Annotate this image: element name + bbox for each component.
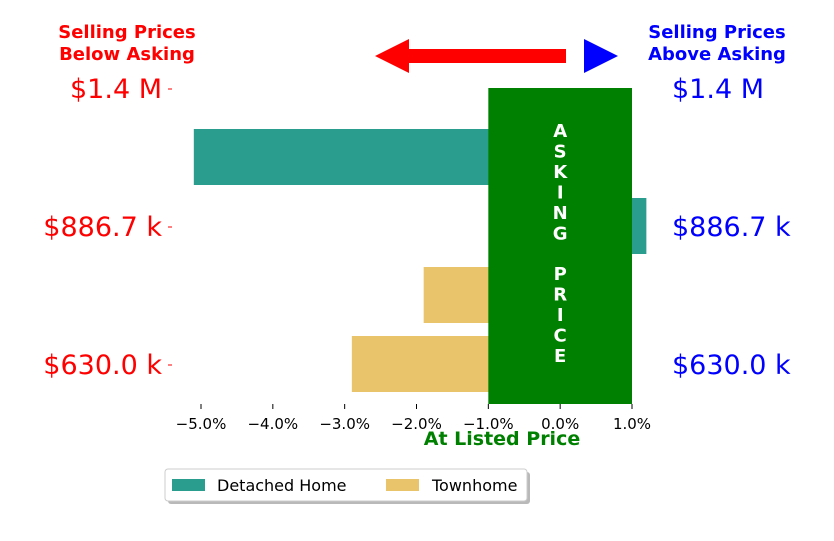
y-tick-label-left: $1.4 M xyxy=(70,74,162,105)
above-asking-title-line2: Above Asking xyxy=(648,44,786,65)
legend-box xyxy=(164,468,528,502)
below-asking-title-line2: Below Asking xyxy=(59,44,195,65)
legend: Detached Home Townhome xyxy=(164,468,530,504)
y-tick-label-right: $886.7 k xyxy=(672,212,791,243)
y-tick-label-left: $630.0 k xyxy=(43,350,162,381)
band-letter: P xyxy=(554,264,567,285)
legend-label-townhome: Townhome xyxy=(431,476,517,495)
y-tick-label-right: $630.0 k xyxy=(672,350,791,381)
below-asking-title-line1: Selling Prices xyxy=(58,22,195,43)
band-letter: C xyxy=(554,326,567,347)
y-tick-label-left: $886.7 k xyxy=(43,212,162,243)
band-letter: E xyxy=(554,346,566,367)
above-asking-title-line1: Selling Prices xyxy=(648,22,785,43)
x-tick-label: −5.0% xyxy=(176,415,227,433)
band-letter: R xyxy=(553,285,567,306)
y-tick-label-right: $1.4 M xyxy=(672,74,764,105)
left-arrow-icon xyxy=(375,39,566,73)
legend-label-detached: Detached Home xyxy=(217,476,347,495)
x-tick-label: −1.0% xyxy=(463,415,514,433)
x-axis-label: At Listed Price xyxy=(424,428,580,450)
legend-swatch-detached xyxy=(172,479,205,491)
band-letter: S xyxy=(554,142,567,163)
right-arrow-icon xyxy=(584,39,618,73)
x-tick-label: −3.0% xyxy=(319,415,370,433)
legend-swatch-townhome xyxy=(386,479,419,491)
band-letter: K xyxy=(553,162,568,183)
band-letter: A xyxy=(553,121,567,142)
x-tick-label: 1.0% xyxy=(613,415,651,433)
band-letter: G xyxy=(553,224,568,245)
band-letter: I xyxy=(557,183,564,204)
x-tick-label: 0.0% xyxy=(541,415,579,433)
x-tick-label: −4.0% xyxy=(247,415,298,433)
band-letter: I xyxy=(557,305,564,326)
band-letter: N xyxy=(553,203,568,224)
asking-price-band xyxy=(488,88,632,404)
x-tick-label: −2.0% xyxy=(391,415,442,433)
